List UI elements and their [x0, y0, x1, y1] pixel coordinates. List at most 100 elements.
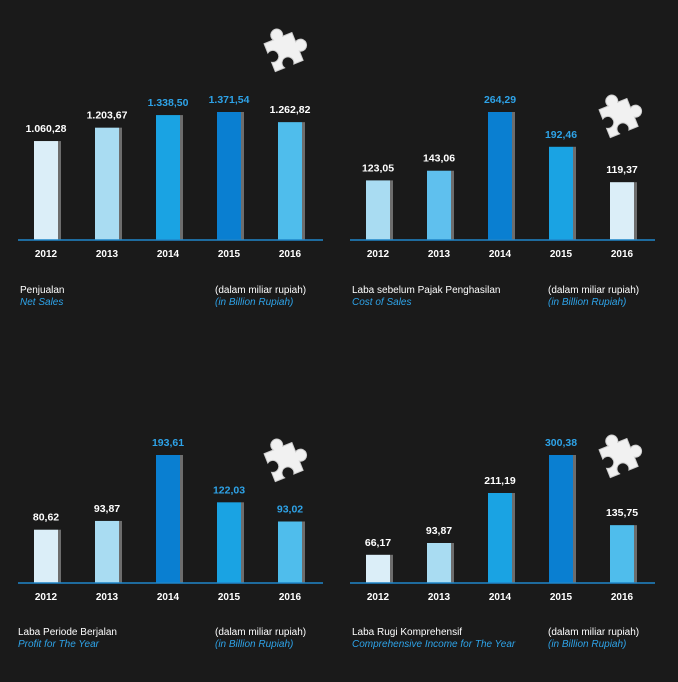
value-label: 122,03 [213, 484, 245, 496]
bar-2012 [366, 180, 390, 240]
x-tick-label: 2016 [279, 249, 302, 260]
x-tick-label: 2015 [550, 249, 573, 260]
value-label: 143,06 [423, 153, 455, 165]
title-id: Laba Periode Berjalan [18, 627, 117, 638]
chart-panel-profit-for-year: 80,62 2012 93,87 2013 193,61 2014 122,03 2015 93… [18, 363, 326, 663]
unit-en: (in Billion Rupiah) [548, 639, 627, 650]
chart-title-profit-for-year: Laba Periode Berjalan Profit for The Yea… [18, 627, 198, 651]
title-id: Laba Rugi Komprehensif [352, 627, 463, 638]
x-tick-label: 2012 [367, 592, 390, 603]
value-label: 1.262,82 [270, 104, 311, 116]
bar-shadow [241, 502, 244, 583]
bar-chart-comprehensive-income: 66,17 2012 93,87 2013 211,19 2014 300,38 2015 13… [350, 437, 655, 603]
bar-shadow [634, 182, 637, 240]
unit-en: (in Billion Rupiah) [215, 639, 294, 650]
title-en: Net Sales [20, 297, 64, 308]
unit-id: (dalam miliar rupiah) [215, 627, 307, 638]
bar-2014 [488, 493, 512, 583]
unit-id: (dalam miliar rupiah) [548, 627, 640, 638]
x-tick-label: 2013 [96, 249, 119, 260]
bar-chart-profit-for-year: 80,62 2012 93,87 2013 193,61 2014 122,03 2015 93… [18, 437, 323, 603]
title-en: Profit for The Year [18, 639, 99, 650]
puzzle-piece-icon [598, 434, 643, 479]
value-label: 211,19 [484, 475, 516, 487]
value-label: 123,05 [362, 162, 394, 174]
bar-2014 [156, 455, 180, 583]
bar-shadow [512, 493, 515, 583]
unit-id: (dalam miliar rupiah) [215, 285, 307, 296]
bar-2015 [549, 455, 573, 583]
bar-shadow [180, 455, 183, 583]
bar-2013 [427, 170, 451, 240]
x-tick-label: 2012 [35, 592, 58, 603]
bar-chart-profit-before-tax: 123,05 2012 143,06 2013 264,29 2014 192,46 2015… [350, 94, 655, 260]
value-label: 1.371,54 [209, 94, 250, 106]
x-tick-label: 2015 [218, 249, 241, 260]
x-tick-label: 2014 [157, 592, 180, 603]
bar-2012 [34, 141, 58, 240]
x-tick-label: 2016 [611, 249, 634, 260]
title-id: Penjualan [20, 285, 65, 296]
bar-shadow [573, 455, 576, 583]
title-en: Cost of Sales [352, 297, 412, 308]
value-label: 192,46 [545, 129, 577, 141]
bar-shadow [180, 115, 183, 240]
bar-2012 [34, 529, 58, 583]
x-tick-label: 2013 [428, 249, 451, 260]
bar-shadow [302, 122, 305, 240]
puzzle-piece-icon [598, 94, 643, 139]
title-id: Laba sebelum Pajak Penghasilan [352, 285, 501, 296]
value-label: 1.203,67 [87, 110, 128, 122]
bar-shadow [58, 529, 61, 583]
bar-2016 [278, 122, 302, 240]
bar-2016 [610, 525, 634, 583]
bar-shadow [241, 112, 244, 240]
bar-2014 [156, 115, 180, 240]
bar-2015 [549, 146, 573, 240]
bar-shadow [390, 554, 393, 583]
value-label: 66,17 [365, 537, 391, 549]
x-tick-label: 2016 [279, 592, 302, 603]
value-label: 1.338,50 [148, 97, 189, 109]
bar-2016 [278, 521, 302, 583]
unit-id: (dalam miliar rupiah) [548, 285, 640, 296]
bar-2015 [217, 112, 241, 240]
bar-2013 [95, 520, 119, 583]
title-en: Comprehensive Income for The Year [352, 639, 516, 650]
x-tick-label: 2013 [96, 592, 119, 603]
x-tick-label: 2015 [550, 592, 573, 603]
x-tick-label: 2012 [367, 249, 390, 260]
chart-panel-profit-before-tax: 123,05 2012 143,06 2013 264,29 2014 192,46 2015… [350, 20, 658, 320]
bar-shadow [451, 542, 454, 583]
x-tick-label: 2015 [218, 592, 241, 603]
bar-2016 [610, 182, 634, 240]
value-label: 1.060,28 [26, 123, 67, 135]
bar-2015 [217, 502, 241, 583]
value-label: 264,29 [484, 94, 516, 106]
bar-2013 [427, 542, 451, 583]
bar-shadow [302, 521, 305, 583]
bar-2013 [95, 127, 119, 240]
unit-label-profit-before-tax: (dalam miliar rupiah) (in Billion Rupiah… [548, 285, 668, 309]
bar-shadow [451, 170, 454, 240]
unit-en: (in Billion Rupiah) [215, 297, 294, 308]
unit-label-comprehensive-income: (dalam miliar rupiah) (in Billion Rupiah… [548, 627, 668, 651]
unit-label-profit-for-year: (dalam miliar rupiah) (in Billion Rupiah… [215, 627, 335, 651]
value-label: 80,62 [33, 512, 59, 524]
unit-en: (in Billion Rupiah) [548, 297, 627, 308]
bar-shadow [119, 127, 122, 240]
value-label: 119,37 [606, 164, 638, 176]
puzzle-piece-icon [263, 438, 308, 483]
bar-chart-net-sales: 1.060,28 2012 1.203,67 2013 1.338,50 2014 1.37… [18, 94, 323, 260]
chart-title-net-sales: Penjualan Net Sales [20, 285, 200, 309]
x-tick-label: 2014 [489, 592, 512, 603]
chart-title-comprehensive-income: Laba Rugi Komprehensif Comprehensive Inc… [352, 627, 542, 651]
puzzle-piece-icon [263, 28, 308, 73]
value-label: 93,02 [277, 504, 303, 516]
value-label: 93,87 [94, 503, 120, 515]
unit-label-net-sales: (dalam miliar rupiah) (in Billion Rupiah… [215, 285, 335, 309]
bar-2014 [488, 112, 512, 240]
x-tick-label: 2014 [157, 249, 180, 260]
x-tick-label: 2012 [35, 249, 58, 260]
bar-2012 [366, 554, 390, 583]
